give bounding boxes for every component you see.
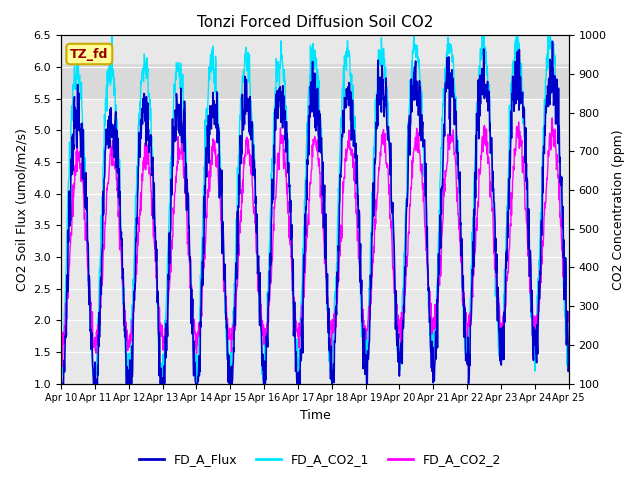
FD_A_CO2_1 [565,344,573,350]
FD_A_CO2_2 [59,363,67,369]
FD_A_CO2_1 [57,381,65,386]
Line: FD_A_CO2_1: FD_A_CO2_1 [61,36,569,384]
Text: TZ_fd: TZ_fd [70,48,109,60]
FD_A_Flux [565,361,573,367]
FD_A_CO2_2 [394,315,401,321]
Y-axis label: CO2 Soil Flux (umol/m2/s): CO2 Soil Flux (umol/m2/s) [15,128,28,291]
FD_A_Flux [57,372,65,377]
FD_A_Flux [505,176,513,182]
FD_A_CO2_2 [227,333,235,339]
Y-axis label: CO2 Concentration (ppm): CO2 Concentration (ppm) [612,129,625,290]
FD_A_CO2_1 [410,33,418,38]
FD_A_CO2_1 [505,161,513,167]
FD_A_CO2_2 [548,115,556,121]
Bar [61,64,569,99]
FD_A_CO2_2 [158,331,166,337]
Line: FD_A_CO2_2: FD_A_CO2_2 [61,118,569,366]
FD_A_CO2_2 [170,202,178,207]
FD_A_CO2_1 [394,347,401,352]
FD_A_CO2_1 [227,349,235,355]
X-axis label: Time: Time [300,409,330,422]
FD_A_CO2_1 [157,366,165,372]
FD_A_CO2_2 [505,252,513,258]
FD_A_CO2_1 [170,81,178,87]
FD_A_CO2_2 [565,309,573,315]
Legend: FD_A_Flux, FD_A_CO2_1, FD_A_CO2_2: FD_A_Flux, FD_A_CO2_1, FD_A_CO2_2 [134,448,506,471]
FD_A_Flux [460,296,468,301]
FD_A_CO2_2 [57,326,65,332]
Title: Tonzi Forced Diffusion Soil CO2: Tonzi Forced Diffusion Soil CO2 [196,15,433,30]
FD_A_Flux [394,345,401,350]
FD_A_Flux [158,377,166,383]
FD_A_CO2_1 [460,315,468,321]
FD_A_Flux [227,381,235,386]
Line: FD_A_Flux: FD_A_Flux [61,41,569,384]
FD_A_Flux [170,125,178,131]
FD_A_CO2_2 [460,290,468,296]
FD_A_Flux [548,38,556,44]
FD_A_Flux [58,381,65,386]
